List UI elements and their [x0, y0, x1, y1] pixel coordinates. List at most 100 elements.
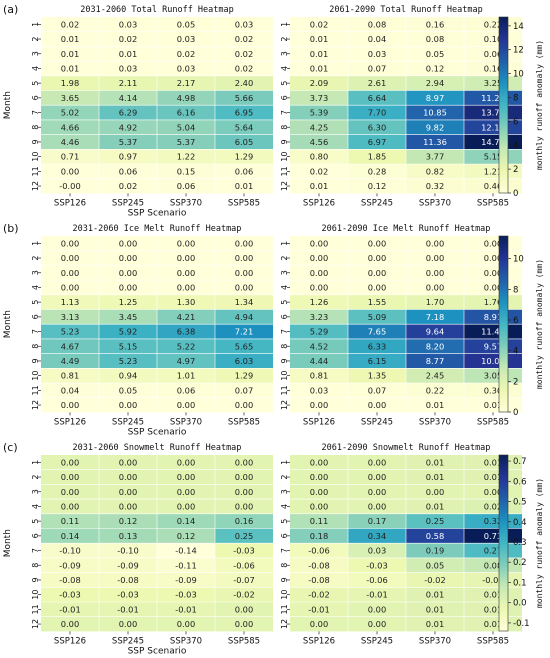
colorbar-tick-label: 6: [513, 316, 518, 326]
cell-value-label: 0.06: [177, 181, 195, 191]
cell-value-label: 6.03: [235, 356, 253, 366]
month-tick-label: 3: [280, 51, 289, 56]
month-tick-label: 2: [280, 475, 289, 480]
heatmap-cell: [157, 236, 215, 251]
cell-value-label: 0.00: [61, 238, 79, 248]
cell-value-label: 0.01: [426, 619, 444, 629]
heatmap-cell: [348, 250, 406, 266]
cell-value-label: 0.00: [368, 282, 386, 292]
scenario-tick-label: SSP126: [303, 636, 335, 646]
cell-value-label: 9.82: [426, 122, 444, 132]
cell-value-label: 0.00: [119, 268, 137, 278]
heatmap-cell: [215, 587, 273, 602]
cell-value-label: 0.02: [484, 501, 502, 511]
heatmap-cell: [406, 309, 464, 325]
heatmap-cell: [41, 383, 99, 398]
heatmap-cell: [41, 90, 99, 106]
heatmap-cell: [99, 587, 157, 602]
heatmap-cell: [157, 265, 215, 281]
cell-value-label: 0.08: [368, 19, 386, 29]
cell-value-label: 0.00: [310, 619, 328, 629]
heatmap-cell: [157, 557, 215, 573]
cell-value-label: 0.00: [61, 268, 79, 278]
heatmap-cell: [41, 616, 99, 632]
heatmap-cell: [406, 397, 464, 413]
heatmap-cell: [290, 134, 348, 150]
heatmap-cell: [348, 338, 406, 354]
month-tick-label: 11: [280, 166, 289, 176]
cell-value-label: 0.03: [235, 19, 253, 29]
heatmap-cell: [215, 543, 273, 558]
cell-value-label: 0.00: [61, 282, 79, 292]
heatmap-cell: [290, 105, 348, 120]
cell-value-label: 2.45: [426, 371, 444, 381]
cell-value-label: 4.49: [61, 356, 79, 366]
cell-value-label: 0.17: [368, 516, 386, 526]
cell-value-label: 0.81: [61, 371, 79, 381]
cell-value-label: 0.00: [119, 457, 137, 467]
heatmap-cell: [290, 164, 348, 179]
cell-value-label: 0.00: [368, 604, 386, 614]
cell-value-label: 1.70: [426, 297, 444, 307]
cell-value-label: 4.67: [61, 341, 79, 351]
colorbar-tick-label: -0.1: [513, 619, 530, 629]
panel-title: 2031-2060 Snowmelt Runoff Heatmap: [73, 443, 242, 453]
month-tick-label: 6: [280, 314, 289, 319]
heatmap-cell: [99, 31, 157, 47]
cell-value-label: -0.06: [366, 575, 387, 585]
heatmap-cell: [406, 250, 464, 266]
heatmap-cell: [406, 31, 464, 47]
heatmap-cell: [290, 528, 348, 544]
cell-value-label: 0.00: [61, 619, 79, 629]
heatmap-cell: [99, 499, 157, 514]
month-tick-label: 7: [31, 548, 40, 553]
cell-value-label: 11.48: [481, 327, 505, 337]
heatmap-cell: [406, 513, 464, 529]
month-tick-label: 2: [280, 37, 289, 42]
heatmap-cell: [41, 368, 99, 383]
cell-value-label: 0.00: [119, 400, 137, 410]
heatmap-cell: [348, 178, 406, 194]
colorbar-tick-label: 0.3: [513, 538, 527, 548]
heatmap-cell: [290, 61, 348, 76]
cell-value-label: 6.30: [368, 122, 386, 132]
heatmap-cell: [41, 149, 99, 164]
heatmap-cell: [99, 513, 157, 529]
cell-value-label: 4.98: [177, 93, 195, 103]
cell-value-label: -0.09: [117, 560, 138, 570]
heatmap-cell: [348, 236, 406, 251]
month-tick-label: 7: [280, 110, 289, 115]
cell-value-label: 4.21: [177, 312, 195, 322]
heatmap-cell: [157, 134, 215, 150]
cell-value-label: 0.02: [235, 34, 253, 44]
cell-value-label: -0.09: [175, 575, 196, 585]
month-tick-label: 12: [280, 400, 289, 410]
heatmap-cell: [99, 90, 157, 106]
colorbar-tick-label: 0.6: [513, 477, 527, 487]
cell-value-label: 6.64: [368, 93, 386, 103]
cell-value-label: 0.00: [119, 238, 137, 248]
cell-value-label: 0.00: [426, 487, 444, 497]
cell-value-label: 0.00: [310, 457, 328, 467]
heatmap-cell: [41, 469, 99, 485]
month-tick-label: 4: [31, 504, 40, 509]
cell-value-label: 0.00: [484, 282, 502, 292]
heatmap-cell: [290, 353, 348, 369]
heatmap-cell: [406, 75, 464, 91]
month-tick-label: 10: [280, 590, 289, 600]
cell-value-label: 0.07: [235, 385, 253, 395]
heatmap-cell: [99, 164, 157, 179]
cell-value-label: -0.08: [59, 575, 80, 585]
heatmap-cell: [215, 324, 273, 339]
heatmap-cell: [348, 46, 406, 62]
heatmap-cell: [157, 31, 215, 47]
cell-value-label: 0.32: [484, 516, 502, 526]
month-tick-label: 4: [31, 285, 40, 290]
panel-title: 2031-2060 Ice Melt Runoff Heatmap: [73, 224, 242, 234]
scenario-tick-label: SSP245: [112, 417, 144, 427]
cell-value-label: 0.00: [177, 253, 195, 263]
cell-value-label: 0.00: [426, 268, 444, 278]
cell-value-label: 0.02: [235, 49, 253, 59]
heatmap-cell: [215, 455, 273, 470]
heatmap-cell: [348, 353, 406, 369]
